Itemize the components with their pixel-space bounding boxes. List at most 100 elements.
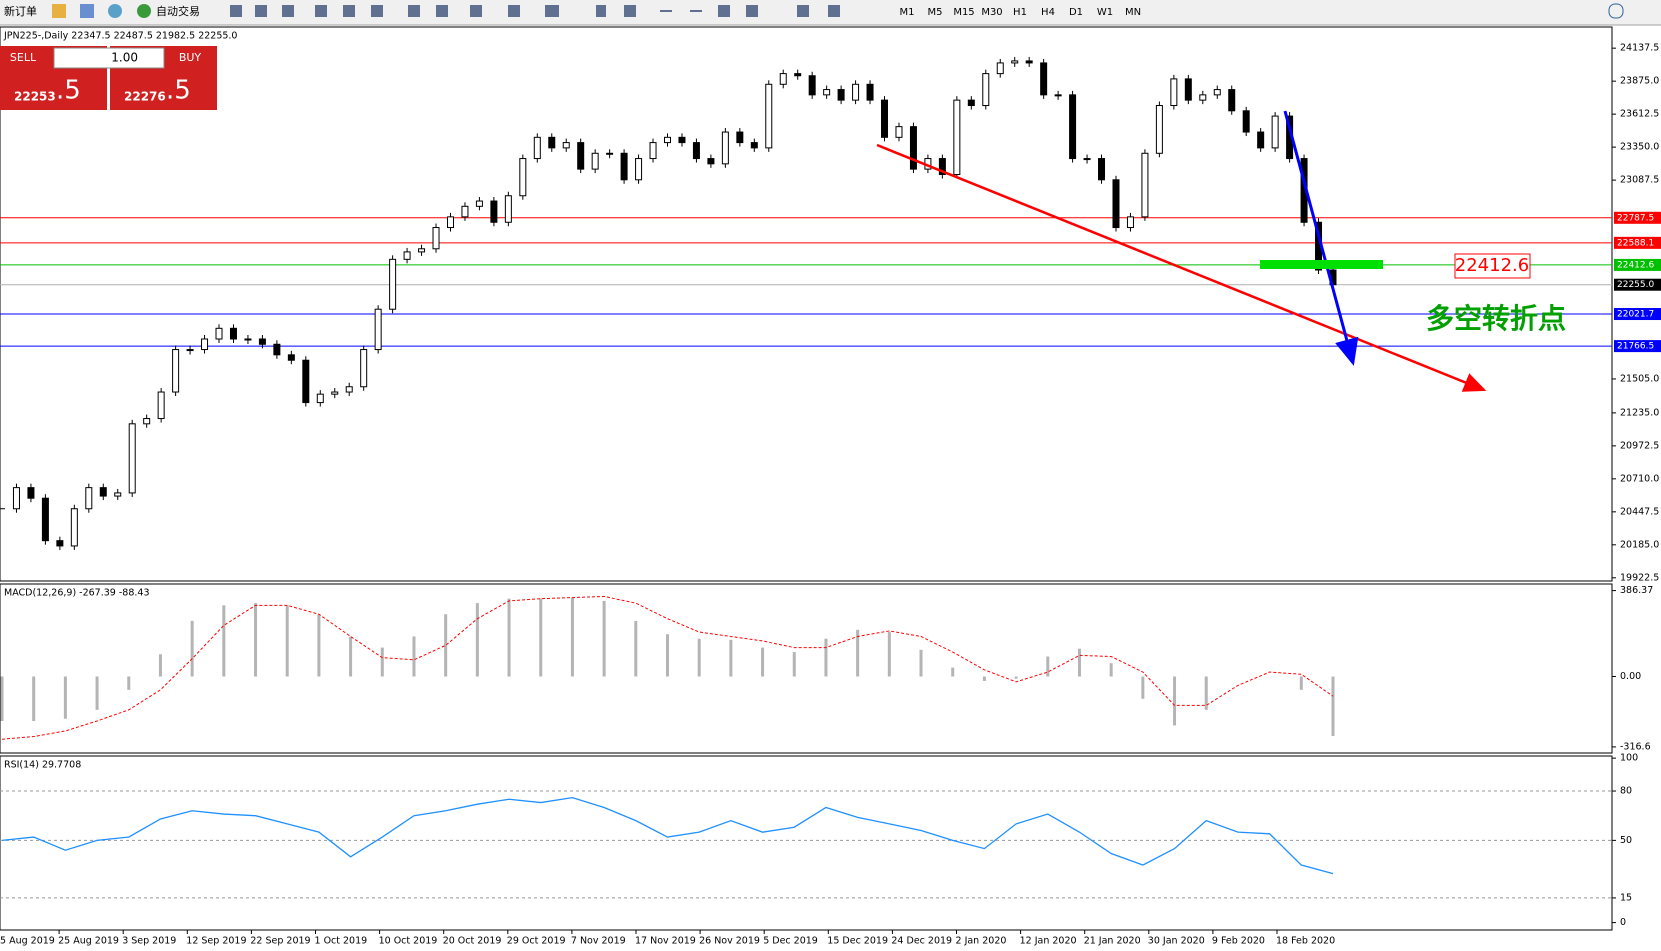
icon[interactable] [508,5,520,17]
timeframe-button[interactable]: W1 [1097,7,1113,18]
timeframe-button[interactable]: H1 [1013,7,1027,18]
macd-bar [222,605,226,677]
auto-trading-button[interactable]: 自动交易 [156,4,200,18]
macd-bar [824,638,828,677]
candle [1054,94,1062,97]
candle [996,62,1004,75]
macd-bar [380,647,384,677]
y-tick-label: 100 [1620,753,1638,764]
y-tick-label: 20447.5 [1620,506,1659,517]
macd-bar [95,676,99,710]
macd-bar [539,598,543,677]
candle [273,343,281,356]
candle [1069,94,1077,160]
candle [27,487,35,499]
y-tick-label: 0.00 [1620,671,1641,682]
icon[interactable] [315,5,327,17]
candle [938,158,946,176]
x-tick-label: 12 Jan 2020 [1020,936,1077,947]
candle [215,327,223,340]
candle [432,227,440,250]
icon[interactable] [255,5,267,17]
candle [649,142,657,160]
candle [143,418,151,425]
y-tick-label: 23350.0 [1620,142,1659,153]
timeframe-button[interactable]: M15 [953,7,974,18]
icon[interactable] [690,10,702,12]
timeframe-button[interactable]: M30 [981,7,1002,18]
icon[interactable] [80,4,94,18]
icon[interactable] [343,5,355,17]
candle [41,497,49,542]
timeframe-button[interactable]: D1 [1069,7,1083,18]
icon[interactable] [408,5,420,17]
icon[interactable] [624,5,636,17]
timeframe-button[interactable]: MN [1125,7,1141,18]
candle [128,423,136,494]
macd-bar [127,676,131,690]
icon[interactable] [718,5,730,17]
macd-bar [317,614,321,677]
icon[interactable] [470,5,482,17]
candle [389,258,397,310]
price-level-label: 22255.0 [1617,280,1654,290]
icon[interactable] [746,5,758,17]
candle [70,508,78,547]
zone-marker [1260,260,1383,269]
x-tick-label: 17 Nov 2019 [635,936,696,947]
timeframe-button[interactable]: M1 [900,7,915,18]
y-tick-label: 0 [1620,917,1626,928]
sell-label[interactable]: SELL [10,51,37,64]
candle [1213,89,1221,96]
y-tick-label: 80 [1620,786,1632,797]
candle [461,205,469,218]
lots-value[interactable]: 1.00 [111,51,138,65]
macd-bar [1204,676,1208,710]
auto-trading-icon[interactable] [137,4,151,18]
macd-bar [570,597,574,677]
timeframe-bar: M1 M5 M15 M30 H1 H4 D1 W1 MN [900,7,1142,18]
search-icon[interactable] [1608,3,1624,19]
candle [316,393,324,404]
x-tick-label: 21 Jan 2020 [1084,936,1141,947]
lots-input[interactable] [53,47,165,69]
icon[interactable] [436,5,448,17]
candle [360,349,368,388]
macd-bar [856,629,860,677]
candle [895,126,903,138]
y-tick-label: 20710.0 [1620,473,1659,484]
macd-bar [475,603,479,677]
candle [794,73,802,77]
candle [1199,94,1207,101]
icon[interactable] [828,5,840,17]
candle [591,152,599,170]
buy-label[interactable]: BUY [179,51,202,64]
y-tick-label: 20185.0 [1620,539,1659,550]
timeframe-button[interactable]: H4 [1041,7,1055,18]
y-tick-label: 50 [1620,835,1632,846]
new-order-button[interactable]: 新订单 [4,4,37,18]
icon[interactable] [797,5,809,17]
x-tick-label: 10 Oct 2019 [379,936,438,947]
candle [779,73,787,85]
icon[interactable] [230,5,242,17]
candle [664,136,671,144]
candle [302,359,310,404]
macd-bar [729,639,733,677]
icon[interactable] [660,10,672,12]
icon[interactable] [596,5,606,17]
rsi-line [1,796,1334,875]
icon[interactable] [108,4,122,18]
candle [201,338,209,351]
timeframe-button[interactable]: M5 [928,7,943,18]
candle [519,158,527,197]
icon[interactable] [282,5,294,17]
icon[interactable] [52,4,66,18]
level-box [1454,253,1531,279]
icon[interactable] [545,5,559,17]
macd-bar [349,636,353,677]
candle [577,142,585,170]
icon[interactable] [371,5,383,17]
candle [287,354,295,361]
candle [562,142,570,149]
